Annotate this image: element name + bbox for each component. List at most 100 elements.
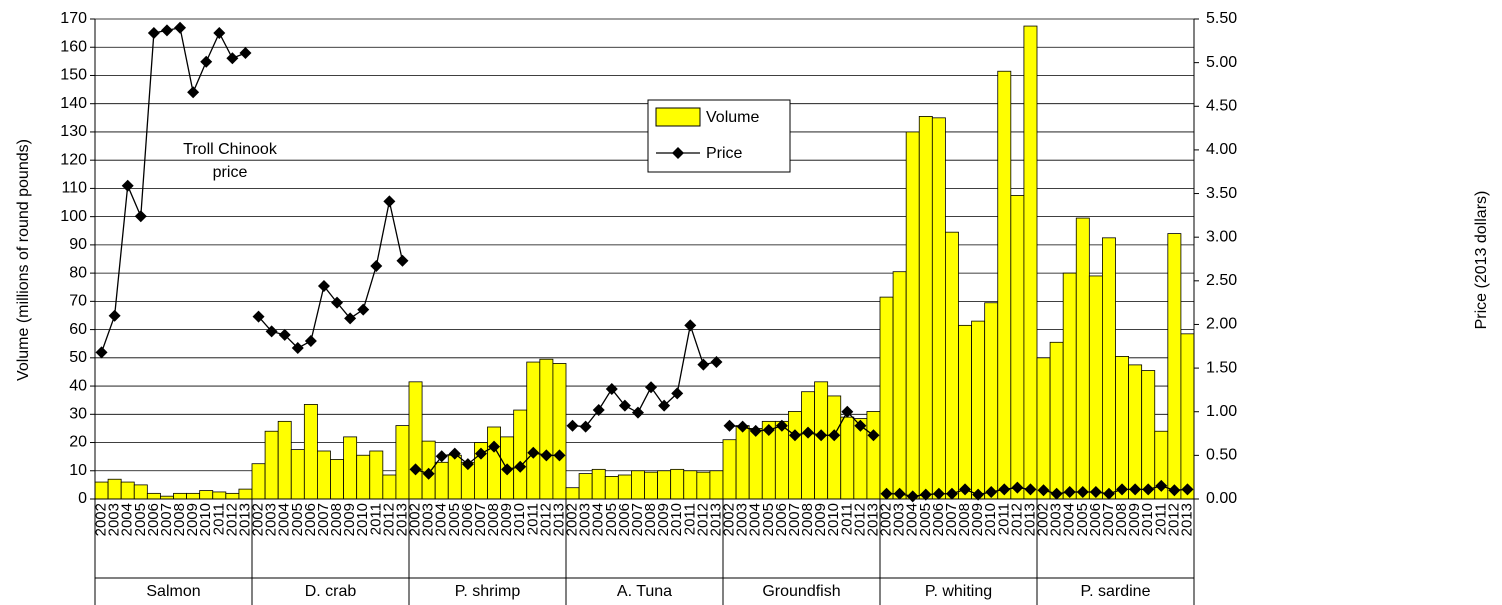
bar bbox=[487, 426, 501, 500]
price-marker bbox=[147, 26, 160, 39]
price-marker bbox=[474, 447, 487, 460]
price-marker bbox=[317, 280, 330, 293]
x-tick-label: 2013 bbox=[393, 503, 410, 536]
bar bbox=[735, 425, 750, 500]
x-tick-label: 2006 bbox=[616, 503, 633, 536]
price-marker bbox=[710, 355, 723, 368]
x-tick-label: 2006 bbox=[1087, 503, 1104, 536]
price-marker bbox=[645, 381, 658, 394]
group-label: A. Tuna bbox=[617, 583, 672, 600]
price-marker bbox=[671, 387, 684, 400]
bar bbox=[945, 231, 959, 500]
x-tick-label: 2002 bbox=[250, 503, 267, 536]
y2-axis-label: Price (2013 dollars) bbox=[1473, 191, 1490, 330]
x-tick-label: 2002 bbox=[407, 503, 424, 536]
bar bbox=[199, 490, 214, 500]
bar bbox=[133, 484, 148, 500]
price-marker bbox=[605, 383, 618, 396]
price-marker bbox=[226, 52, 239, 65]
bar bbox=[696, 471, 711, 500]
price-marker bbox=[200, 55, 213, 68]
bar bbox=[1010, 195, 1025, 500]
price-marker bbox=[527, 446, 540, 459]
bar bbox=[657, 470, 672, 500]
x-tick-label: 2009 bbox=[341, 503, 358, 536]
group-label: P. whiting bbox=[925, 583, 992, 600]
bar bbox=[1141, 370, 1156, 500]
bar bbox=[356, 454, 371, 500]
x-tick-label: 2011 bbox=[995, 503, 1012, 535]
x-tick-label: 2010 bbox=[197, 503, 214, 536]
bar bbox=[984, 302, 999, 500]
x-tick-label: 2009 bbox=[498, 503, 515, 536]
price-marker bbox=[1168, 484, 1181, 497]
bar bbox=[1023, 25, 1038, 500]
bar bbox=[774, 420, 789, 500]
x-tick-label: 2007 bbox=[158, 503, 175, 536]
x-tick-label: 2010 bbox=[668, 503, 685, 536]
bar bbox=[539, 358, 554, 500]
x-tick-label: 2007 bbox=[943, 503, 960, 536]
price-marker bbox=[985, 486, 998, 499]
bar bbox=[971, 320, 986, 500]
x-tick-label: 2010 bbox=[511, 503, 528, 536]
price-marker bbox=[658, 399, 671, 412]
y-tick-label: 100 bbox=[60, 208, 87, 225]
price-marker bbox=[501, 463, 514, 476]
bar bbox=[931, 117, 946, 500]
x-tick-label: 2008 bbox=[956, 503, 973, 536]
price-marker bbox=[631, 406, 644, 419]
x-tick-label: 2011 bbox=[367, 503, 384, 535]
y2-tick-label: 3.50 bbox=[1206, 185, 1237, 202]
x-tick-label: 2009 bbox=[969, 503, 986, 536]
bar bbox=[277, 420, 292, 500]
bar bbox=[395, 425, 410, 500]
price-marker bbox=[828, 429, 841, 442]
bar bbox=[801, 391, 815, 500]
bar bbox=[225, 492, 240, 500]
x-tick-label: 2003 bbox=[420, 503, 437, 536]
price-marker bbox=[775, 419, 788, 432]
bar bbox=[212, 491, 227, 500]
y-tick-label: 50 bbox=[69, 349, 87, 366]
bar bbox=[1102, 237, 1116, 500]
group-label: D. crab bbox=[305, 583, 357, 600]
x-tick-label: 2009 bbox=[812, 503, 829, 536]
price-marker bbox=[684, 319, 697, 332]
x-tick-label: 2008 bbox=[485, 503, 502, 536]
x-tick-label: 2003 bbox=[577, 503, 594, 536]
bar bbox=[892, 271, 907, 500]
price-marker bbox=[998, 483, 1011, 496]
price-marker bbox=[265, 325, 278, 338]
x-tick-label: 2010 bbox=[354, 503, 371, 536]
bar bbox=[447, 454, 462, 500]
price-marker bbox=[854, 419, 867, 432]
y-tick-label: 90 bbox=[69, 236, 87, 253]
price-marker bbox=[540, 449, 553, 462]
price-marker bbox=[1155, 479, 1168, 492]
price-marker bbox=[435, 450, 448, 463]
price-marker bbox=[95, 346, 108, 359]
x-tick-label: 2009 bbox=[655, 503, 672, 536]
x-tick-label: 2007 bbox=[472, 503, 489, 536]
bar bbox=[343, 436, 358, 500]
x-tick-label: 2003 bbox=[734, 503, 751, 536]
price-marker bbox=[1011, 481, 1024, 494]
bar bbox=[290, 449, 305, 500]
y-tick-label: 170 bbox=[60, 10, 87, 27]
bar bbox=[238, 488, 253, 500]
y-tick-label: 160 bbox=[60, 38, 87, 55]
price-marker bbox=[566, 419, 579, 432]
x-tick-label: 2013 bbox=[1021, 503, 1038, 536]
price-marker bbox=[213, 26, 226, 39]
price-marker bbox=[932, 487, 945, 500]
x-tick-label: 2007 bbox=[786, 503, 803, 536]
y-tick-label: 60 bbox=[69, 321, 87, 338]
price-marker bbox=[1037, 484, 1050, 497]
bar bbox=[434, 461, 449, 500]
bar bbox=[369, 450, 384, 500]
bar bbox=[748, 428, 763, 500]
price-marker bbox=[841, 405, 854, 418]
price-marker bbox=[802, 426, 815, 439]
